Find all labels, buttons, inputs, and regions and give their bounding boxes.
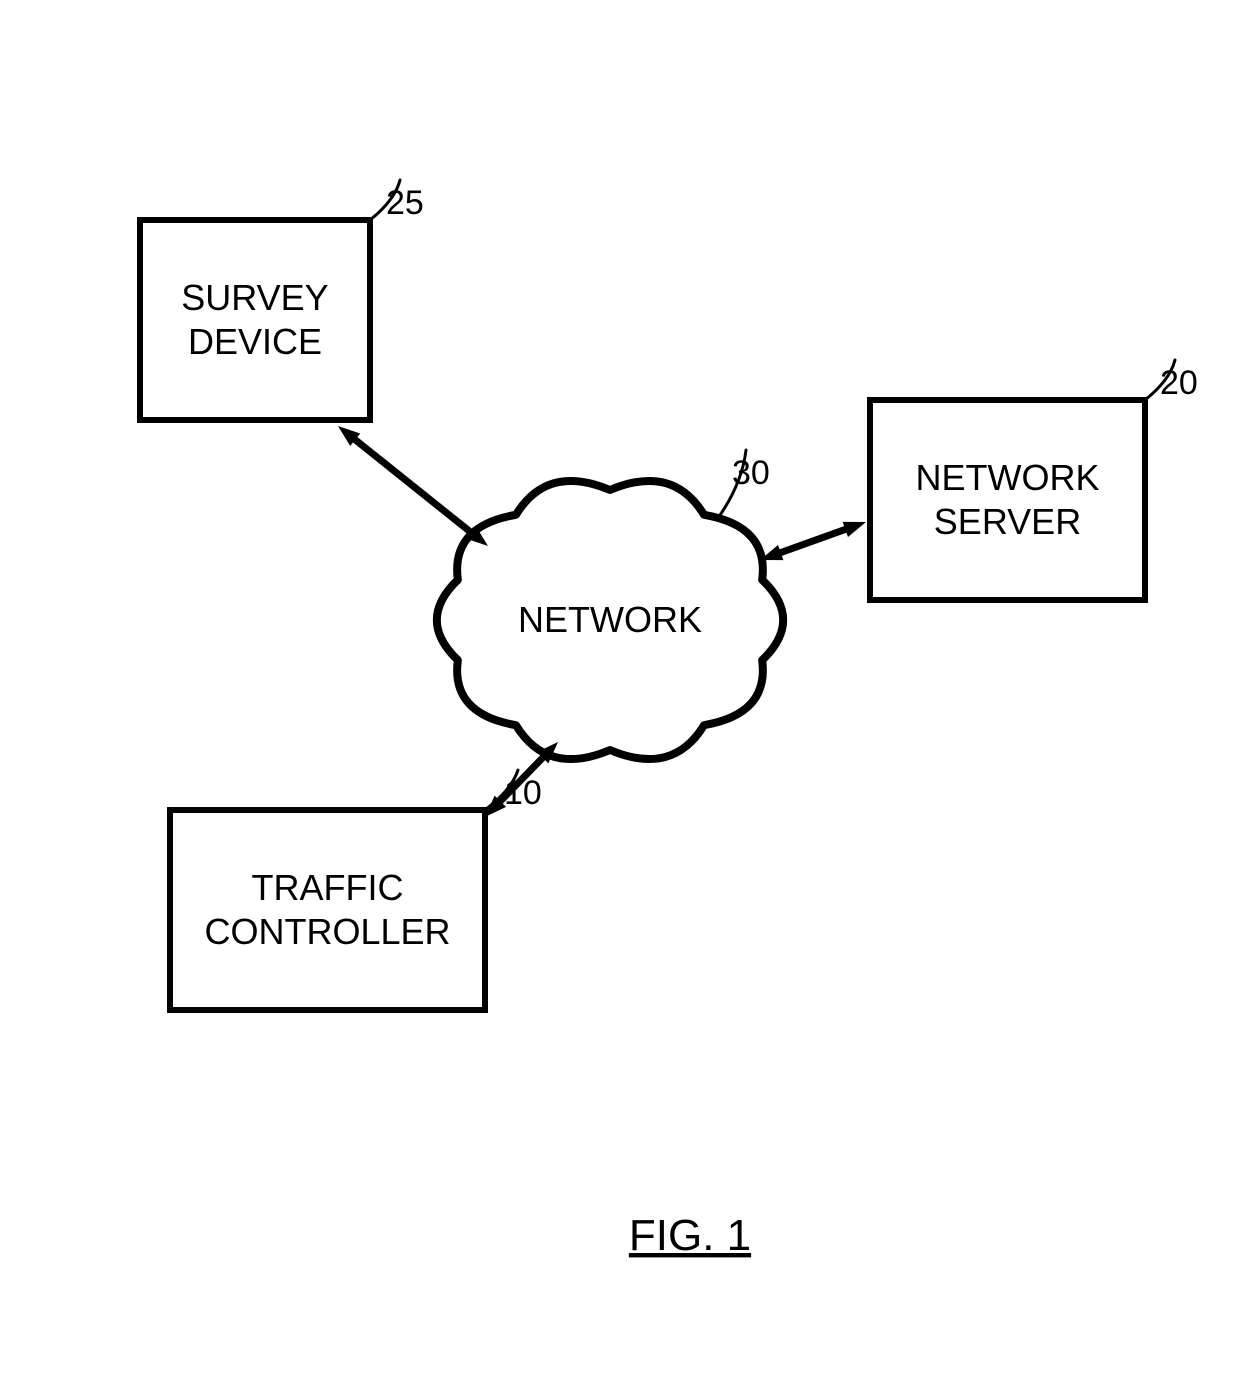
ref-20: 20: [1145, 360, 1198, 402]
ref-20-text: 20: [1160, 364, 1198, 402]
ref-30: 30: [718, 450, 770, 518]
ref-25: 25: [370, 180, 424, 222]
figure-label: FIG. 1: [629, 1211, 751, 1260]
survey-device-box-label-line-1: DEVICE: [188, 321, 322, 362]
traffic-controller-box-label-line-0: TRAFFIC: [252, 867, 404, 908]
network-cloud: NETWORK: [437, 481, 783, 759]
connector-2: [760, 522, 866, 560]
network-cloud-label: NETWORK: [518, 599, 702, 640]
network-server-box-label-line-1: SERVER: [934, 501, 1081, 542]
ref-30-text: 30: [732, 454, 770, 492]
ref-25-text: 25: [386, 184, 424, 222]
connector-0: [338, 426, 488, 546]
network-server-box-label-line-0: NETWORK: [916, 457, 1100, 498]
survey-device-box-label-line-0: SURVEY: [181, 277, 328, 318]
network-server-box: NETWORKSERVER: [870, 400, 1145, 600]
traffic-controller-box: TRAFFICCONTROLLER: [170, 810, 485, 1010]
traffic-controller-box-label-line-1: CONTROLLER: [204, 911, 450, 952]
survey-device-box: SURVEYDEVICE: [140, 220, 370, 420]
ref-10-text: 10: [504, 774, 542, 812]
